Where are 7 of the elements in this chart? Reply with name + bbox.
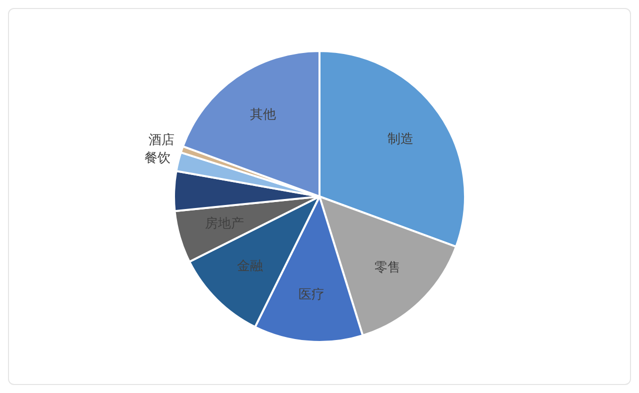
slice-label: 制造 [388,132,414,148]
slice-label: 酒店 [148,132,174,148]
slice-label: 餐饮 [144,150,170,166]
slice-label: 金融 [236,259,263,274]
slice-label: 医疗 [298,288,325,303]
slice-label: 其他 [250,108,276,123]
slice-label: 零售 [374,260,401,276]
